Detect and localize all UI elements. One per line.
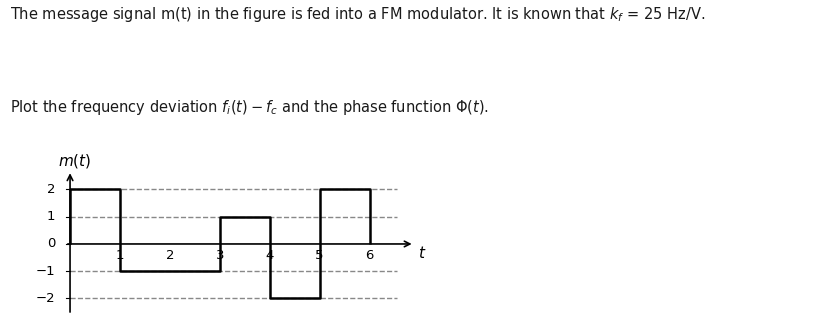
Text: 2: 2 <box>47 183 55 196</box>
Text: −1: −1 <box>35 265 55 278</box>
Text: Plot the frequency deviation $f_i(t) - f_c$ and the phase function $\Phi(t)$.: Plot the frequency deviation $f_i(t) - f… <box>10 98 489 117</box>
Text: 4: 4 <box>265 249 274 261</box>
Text: 3: 3 <box>215 249 224 261</box>
Text: $t$: $t$ <box>418 245 426 261</box>
Text: −2: −2 <box>35 292 55 305</box>
Text: 2: 2 <box>166 249 174 261</box>
Text: 1: 1 <box>47 210 55 223</box>
Text: 5: 5 <box>315 249 324 261</box>
Text: The message signal m(t) in the figure is fed into a FM modulator. It is known th: The message signal m(t) in the figure is… <box>10 5 706 24</box>
Text: 0: 0 <box>47 237 55 250</box>
Text: 1: 1 <box>116 249 124 261</box>
Text: $m(t)$: $m(t)$ <box>58 152 91 170</box>
Text: 6: 6 <box>365 249 374 261</box>
